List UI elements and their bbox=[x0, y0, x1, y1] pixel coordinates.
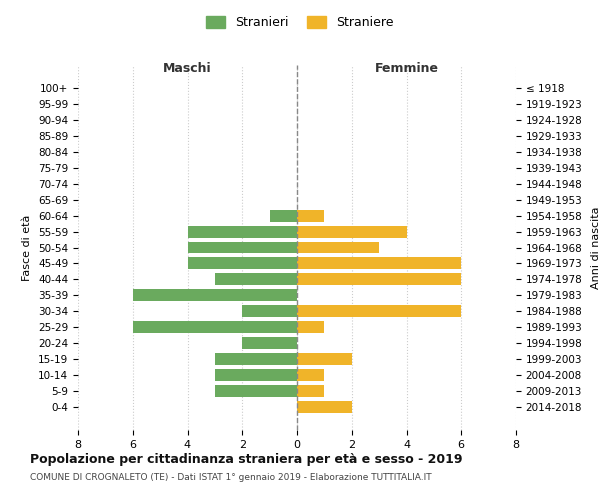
Y-axis label: Fasce di età: Fasce di età bbox=[22, 214, 32, 280]
Bar bbox=[297, 402, 352, 413]
Bar bbox=[269, 210, 297, 222]
Bar bbox=[215, 274, 297, 285]
Text: COMUNE DI CROGNALETO (TE) - Dati ISTAT 1° gennaio 2019 - Elaborazione TUTTITALIA: COMUNE DI CROGNALETO (TE) - Dati ISTAT 1… bbox=[30, 472, 431, 482]
Text: Maschi: Maschi bbox=[163, 62, 212, 75]
Bar bbox=[187, 226, 297, 237]
Legend: Stranieri, Straniere: Stranieri, Straniere bbox=[202, 11, 398, 34]
Bar bbox=[187, 258, 297, 270]
Bar bbox=[133, 290, 297, 302]
Bar bbox=[215, 386, 297, 398]
Bar bbox=[297, 210, 325, 222]
Bar bbox=[133, 322, 297, 334]
Bar bbox=[187, 242, 297, 254]
Y-axis label: Anni di nascita: Anni di nascita bbox=[591, 206, 600, 289]
Bar bbox=[297, 258, 461, 270]
Bar bbox=[297, 370, 325, 382]
Bar bbox=[215, 354, 297, 366]
Bar bbox=[297, 226, 407, 237]
Bar bbox=[297, 386, 325, 398]
Text: Femmine: Femmine bbox=[374, 62, 439, 75]
Bar bbox=[297, 242, 379, 254]
Bar bbox=[242, 306, 297, 318]
Bar bbox=[297, 322, 325, 334]
Bar bbox=[297, 306, 461, 318]
Bar bbox=[297, 274, 461, 285]
Text: Popolazione per cittadinanza straniera per età e sesso - 2019: Popolazione per cittadinanza straniera p… bbox=[30, 452, 463, 466]
Bar bbox=[242, 338, 297, 349]
Bar bbox=[297, 354, 352, 366]
Bar bbox=[215, 370, 297, 382]
